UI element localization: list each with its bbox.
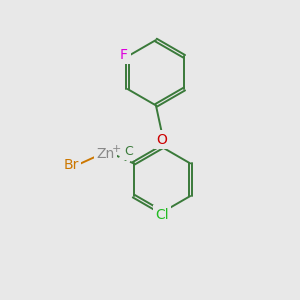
Text: Br: Br — [64, 158, 79, 172]
Text: F: F — [120, 48, 128, 62]
Text: Cl: Cl — [155, 208, 169, 222]
Text: Zn: Zn — [96, 148, 115, 161]
Text: +: + — [112, 144, 122, 154]
Text: O: O — [157, 133, 167, 147]
Text: C: C — [124, 145, 133, 158]
